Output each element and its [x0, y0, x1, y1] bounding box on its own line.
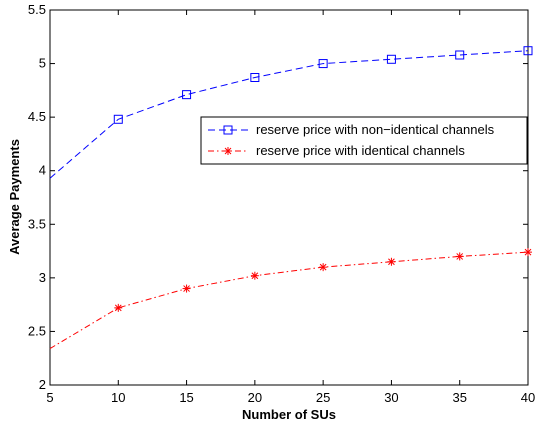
legend-entry-2: reserve price with identical channels: [208, 143, 465, 158]
y-tick-label: 5: [39, 56, 46, 71]
data-point-square: [455, 50, 465, 60]
legend-label: reserve price with non−identical channel…: [256, 122, 495, 137]
y-tick-label: 2.5: [28, 323, 46, 338]
data-point-star: [114, 303, 123, 312]
data-point-square: [182, 90, 192, 100]
data-point-star: [182, 284, 191, 293]
data-point-square: [113, 114, 123, 124]
data-point-square: [318, 59, 328, 69]
plot-area: [49, 9, 529, 386]
data-point-star: [387, 257, 396, 266]
data-point-square: [523, 46, 533, 56]
legend: reserve price with non−identical channel…: [200, 116, 528, 165]
y-axis: 2 2.5 3 3.5 4 4.5 5 5.5: [28, 2, 528, 392]
x-tick-label: 25: [316, 390, 330, 405]
data-point-square: [223, 125, 233, 135]
y-tick-label: 3: [39, 270, 46, 285]
x-tick-label: 10: [111, 390, 125, 405]
series-line-1: [49, 50, 529, 179]
y-tick-label: 4.5: [28, 109, 46, 124]
y-tick-label: 4: [39, 163, 46, 178]
x-tick-label: 35: [452, 390, 466, 405]
data-point-star: [250, 271, 259, 280]
y-tick-label: 2: [39, 377, 46, 392]
y-tick-label: 3.5: [28, 216, 46, 231]
x-axis: 5 10 15 20 25 30 35 40: [46, 10, 535, 405]
x-tick-label: 30: [384, 390, 398, 405]
x-tick-label: 20: [248, 390, 262, 405]
data-point-star: [455, 252, 464, 261]
legend-entry-1: reserve price with non−identical channel…: [208, 122, 495, 137]
x-axis-label: Number of SUs: [242, 407, 336, 422]
legend-box: [200, 116, 528, 165]
series-line-2: [49, 251, 529, 350]
x-tick-label: 40: [521, 390, 535, 405]
data-point-square: [250, 73, 260, 82]
data-point-square: [386, 54, 396, 64]
y-tick-label: 5.5: [28, 2, 46, 17]
series-layer: [49, 46, 533, 350]
legend-label: reserve price with identical channels: [256, 143, 465, 158]
x-tick-label: 5: [46, 390, 53, 405]
data-point-star: [319, 263, 328, 272]
y-axis-label: Average Payments: [7, 139, 22, 255]
data-point-star: [524, 248, 532, 257]
x-tick-label: 15: [179, 390, 193, 405]
data-point-star: [224, 147, 232, 155]
